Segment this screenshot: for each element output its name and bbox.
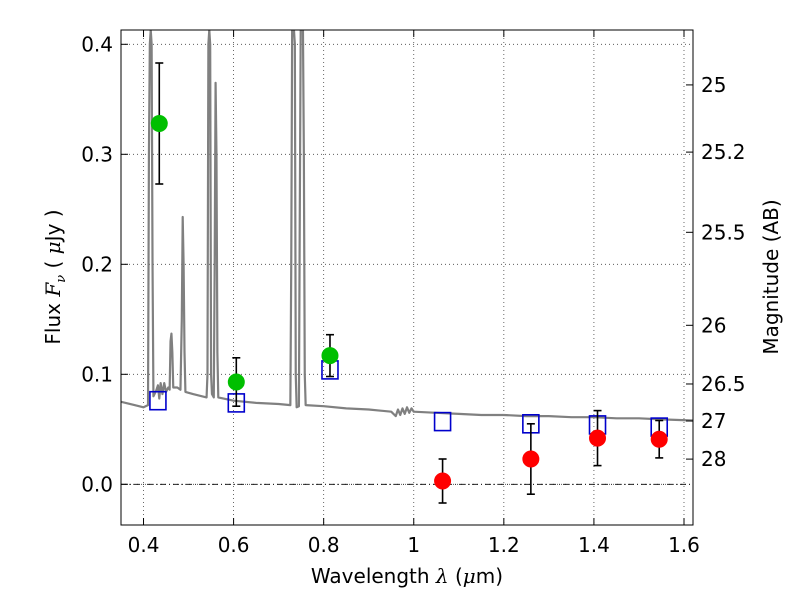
y2-tick-label: 25.5 [701,220,746,244]
x-tick-label: 1.6 [668,533,700,557]
y2-tick-label: 28 [701,447,726,471]
model-square-marker [433,411,452,432]
data-point [589,429,607,447]
data-point [650,430,668,448]
x-axis-title: Wavelength λ (μm) [311,564,503,588]
y-tick-label: 0.3 [81,142,113,166]
x-tick-label: 1 [407,533,420,557]
data-point [321,347,339,365]
spectrum-line [121,30,693,422]
x-tick-label: 0.8 [308,533,340,557]
x-tick-label: 1.4 [578,533,610,557]
y2-axis-title: Magnitude (AB) [759,199,783,354]
y-tick-label: 0.2 [81,252,113,276]
y2-tick-label: 25.2 [701,140,746,164]
y2-tick-label: 26 [701,313,726,337]
y2-tick-label: 27 [701,409,726,433]
model-square-marker [149,390,167,411]
plot-data [121,30,693,504]
axis-ticks: 0.4 0.6 0.8 1 1.2 1.4 1.6 0.0 0.1 0.2 0.3 0.4 25 25.2… [81,30,746,557]
data-point [150,115,168,132]
data-point [434,472,452,490]
y-tick-label: 0.4 [81,32,113,56]
x-tick-label: 0.6 [218,533,250,557]
plot-frame [120,29,694,526]
x-tick-label: 0.4 [128,533,160,557]
y-tick-label: 0.1 [81,362,113,386]
y-axis-title: Flux Fν ( μJy ) [41,209,69,344]
y-tick-label: 0.0 [81,472,113,496]
data-point [522,450,540,468]
x-tick-label: 1.2 [488,533,520,557]
y2-tick-label: 25 [701,73,726,97]
y2-tick-label: 26.5 [701,372,746,396]
data-point [227,373,245,391]
